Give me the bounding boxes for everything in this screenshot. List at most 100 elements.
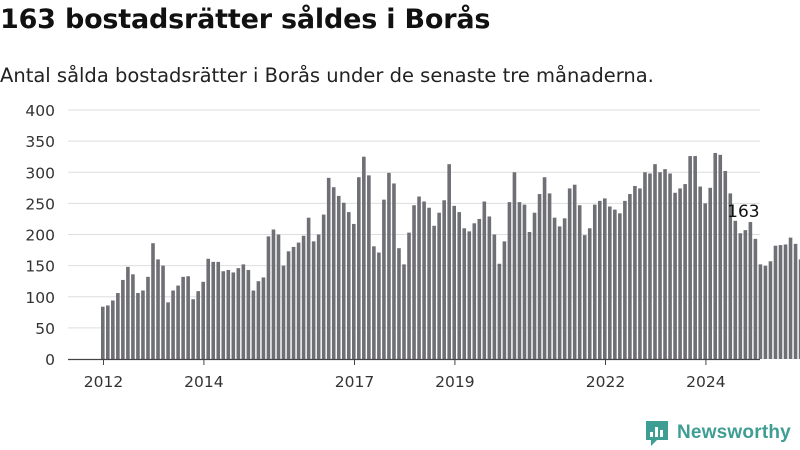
bar (507, 202, 512, 359)
bar (417, 196, 421, 359)
bar (236, 268, 241, 359)
bar (151, 243, 155, 359)
page-title: 163 bostadsrätter såldes i Borås (0, 4, 491, 35)
bar (171, 290, 175, 359)
bar (592, 204, 597, 359)
bar (301, 235, 306, 359)
bar (532, 212, 537, 359)
bar (658, 172, 662, 359)
bar (336, 195, 341, 359)
bar (131, 274, 135, 359)
bar (352, 223, 356, 359)
bar (603, 198, 607, 359)
bar (517, 202, 522, 359)
bar (477, 218, 482, 359)
bar (462, 228, 467, 359)
bar (613, 209, 617, 359)
bar (502, 241, 507, 359)
bar (798, 259, 800, 359)
bar (582, 235, 587, 359)
bar (447, 164, 451, 359)
bar (793, 243, 798, 359)
bar (111, 300, 115, 359)
value-annotation: 163 (727, 202, 759, 222)
y-tick-label: 150 (25, 258, 55, 276)
bar (181, 276, 185, 359)
bar (216, 261, 221, 359)
bar (597, 200, 602, 359)
bar (291, 246, 296, 359)
bar (437, 212, 441, 359)
bar (206, 258, 211, 359)
bar (723, 171, 728, 359)
bar (116, 293, 120, 359)
bar (668, 173, 672, 359)
bar (743, 230, 748, 359)
bar (432, 225, 436, 359)
bar (567, 188, 572, 359)
bar (341, 202, 346, 359)
bar (557, 226, 562, 359)
bar (738, 233, 743, 359)
bar (201, 281, 205, 359)
bar (276, 234, 281, 359)
bar (141, 290, 145, 359)
bar (382, 199, 386, 359)
bar (186, 276, 190, 359)
bar (266, 236, 271, 359)
newsworthy-logo-icon (646, 421, 668, 446)
bar (728, 193, 733, 359)
bar (452, 205, 456, 359)
bar (783, 244, 788, 359)
bar (251, 290, 256, 359)
bar (306, 217, 311, 359)
bar (653, 164, 657, 359)
bar (136, 293, 140, 359)
bar (422, 201, 426, 359)
bar (407, 232, 411, 359)
bar (678, 188, 682, 359)
bar (698, 186, 702, 359)
bar (562, 218, 567, 359)
bar (758, 264, 763, 359)
y-tick-label: 200 (25, 227, 55, 245)
bar (663, 169, 667, 359)
bar (482, 201, 487, 359)
bar (572, 184, 577, 359)
bar (362, 156, 366, 359)
bar (522, 204, 527, 359)
x-tick-label: 2022 (586, 373, 625, 391)
bar (126, 266, 130, 359)
bar (537, 194, 542, 359)
bar (527, 232, 532, 359)
bar (628, 194, 632, 359)
bar (226, 269, 231, 359)
bar (442, 200, 446, 359)
y-tick-label: 0 (45, 351, 55, 369)
bar (211, 261, 216, 359)
bar (156, 259, 160, 359)
bar (326, 177, 331, 359)
bar (346, 212, 351, 359)
y-tick-label: 400 (25, 102, 55, 120)
bar (392, 183, 396, 359)
bar (412, 205, 416, 359)
bar (512, 172, 517, 359)
bar (166, 302, 170, 359)
page-subtitle: Antal sålda bostadsrätter i Borås under … (0, 64, 654, 87)
bar (296, 242, 301, 359)
bar (542, 177, 547, 359)
bar (552, 217, 557, 359)
bar (763, 265, 768, 360)
bar (241, 264, 246, 359)
bar (146, 276, 150, 359)
bar (753, 238, 758, 359)
bar (577, 205, 582, 359)
bar (397, 248, 401, 359)
bar (633, 185, 637, 359)
y-tick-label: 50 (35, 320, 55, 338)
bar (733, 220, 738, 359)
bar (196, 291, 200, 359)
x-tick-label: 2017 (335, 373, 374, 391)
bar (161, 265, 165, 360)
